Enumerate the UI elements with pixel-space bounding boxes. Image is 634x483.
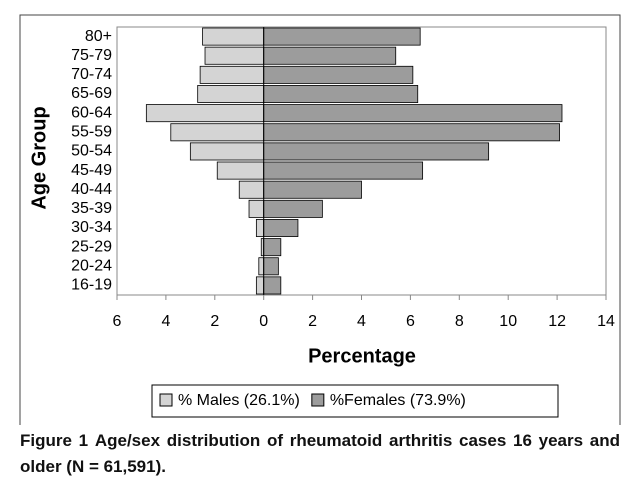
legend (151, 384, 559, 418)
x-tick-label: 6 (406, 313, 415, 330)
bar (263, 199, 323, 218)
bar (255, 276, 265, 295)
x-tick-label: 8 (455, 313, 464, 330)
chart: Age Group Percentage 6 4 2 0 2 4 6 8 10 12 14 80+ 75… (19, 14, 621, 425)
bar (263, 276, 282, 295)
caption: Figure 1 Age/sex distribution of rheumat… (20, 428, 620, 480)
x-tick-label: 2 (308, 313, 317, 330)
x-tick-label: 6 (113, 313, 122, 330)
caption-text: Age/sex distribution of rheumatoid arthr… (20, 431, 620, 476)
x-tick-label: 4 (161, 313, 170, 330)
y-tick-label: 65-69 (71, 85, 112, 102)
bar (255, 219, 265, 237)
x-axis-title: Percentage (308, 345, 416, 367)
y-tick-label: 75-79 (71, 47, 112, 64)
y-tick-label: 40-44 (71, 181, 112, 198)
bar (263, 27, 421, 46)
bar (170, 123, 265, 142)
x-tick-label: 14 (597, 313, 615, 330)
y-tick-label: 25-29 (71, 238, 112, 255)
y-tick-label: 60-64 (71, 104, 112, 121)
y-tick-label: 45-49 (71, 162, 112, 179)
x-tick-label: 2 (210, 313, 219, 330)
bar (145, 104, 265, 123)
bar (263, 219, 299, 237)
legend-label: % Males (26.1%) (178, 392, 300, 409)
y-tick-label: 55-59 (71, 124, 112, 141)
bar (263, 104, 563, 123)
x-tick-label: 10 (499, 313, 517, 330)
x-tick-label: 12 (548, 313, 566, 330)
bar (197, 85, 265, 103)
y-tick-label: 30-34 (71, 219, 112, 236)
caption-label: Figure 1 (20, 431, 89, 450)
bar (216, 161, 265, 180)
bar (263, 123, 560, 142)
bar (263, 180, 362, 199)
y-tick-label: 20-24 (71, 258, 112, 275)
bar (263, 46, 397, 65)
x-tick-label: 4 (357, 313, 366, 330)
y-tick-label: 35-39 (71, 200, 112, 217)
y-axis-title: Age Group (28, 106, 50, 209)
bar (263, 142, 490, 161)
bar (263, 65, 414, 84)
bar (258, 257, 265, 276)
legend-label: %Females (73.9%) (330, 392, 466, 409)
y-tick-label: 50-54 (71, 143, 112, 160)
bar (263, 257, 279, 276)
legend-swatch (311, 393, 325, 407)
y-tick-label: 80+ (85, 28, 112, 45)
bar (202, 27, 265, 46)
x-tick-label: 0 (259, 313, 268, 330)
bar (263, 161, 424, 180)
bar (263, 238, 282, 257)
bar (204, 46, 265, 65)
bar (263, 85, 419, 103)
bar (238, 180, 265, 199)
y-tick-label: 16-19 (71, 277, 112, 294)
legend-swatch (159, 393, 173, 407)
bar (199, 65, 265, 84)
bar (189, 142, 265, 161)
frame (19, 14, 621, 425)
bar (248, 199, 265, 218)
y-tick-label: 70-74 (71, 66, 112, 83)
